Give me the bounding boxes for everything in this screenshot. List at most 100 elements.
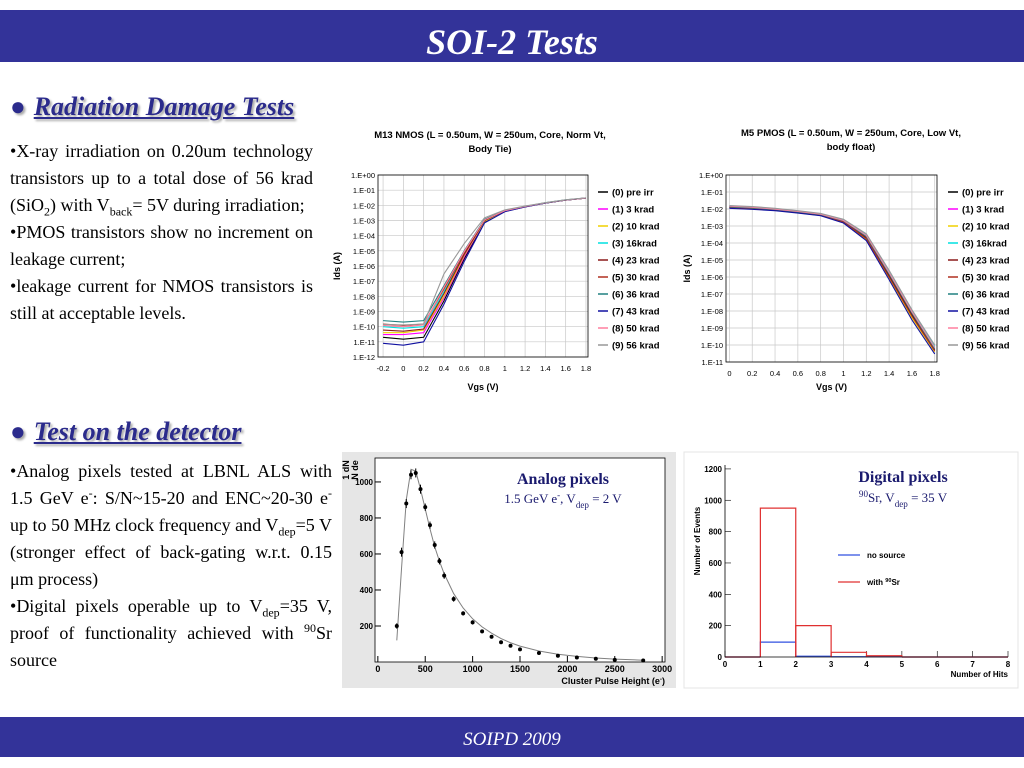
y-tick-label: 1.E-04 (353, 232, 375, 241)
bullet-text: dep (278, 524, 296, 539)
data-point (489, 634, 494, 639)
y-tick-label: 1000 (704, 496, 722, 505)
data-point (418, 487, 423, 492)
y-tick-label: 200 (709, 622, 723, 631)
bullet-list: •X-ray irradiation on 0.20um technology … (10, 138, 313, 327)
data-point (574, 655, 579, 660)
chart-subtitle-part: dep (576, 500, 590, 510)
bullet-item: •Analog pixels tested at LBNL ALS with 1… (10, 458, 332, 593)
legend-label: (2) 10 krad (962, 222, 1010, 233)
y-tick-label: 1.E-06 (353, 262, 375, 271)
x-tick-label: 0.6 (793, 369, 803, 378)
y-tick-label: 400 (709, 590, 723, 599)
bullet-marker: • (10, 276, 17, 296)
bullet-text: =5 V (stronger effect of back-gating w.r… (10, 515, 332, 589)
x-axis-label: Number of Hits (951, 670, 1009, 679)
y-tick-label: 800 (360, 514, 374, 523)
legend-label: (2) 10 krad (612, 222, 660, 233)
x-axis-label: Cluster Pulse Height (e-) (561, 676, 665, 687)
chart-title: M13 NMOS (L = 0.50um, W = 250um, Core, N… (374, 130, 606, 141)
bullet-text: 90 (303, 621, 316, 635)
bullet-text: PMOS transistors show no increment on le… (10, 222, 313, 269)
data-point (499, 640, 504, 645)
x-tick-label: 1 (841, 369, 845, 378)
data-point (413, 470, 418, 475)
legend-label: (8) 50 krad (962, 324, 1010, 335)
x-tick-label: 1.2 (861, 369, 871, 378)
legend-label: (8) 50 krad (612, 324, 660, 335)
y-tick-label: 1200 (704, 465, 722, 474)
x-axis-label: Vgs (V) (467, 382, 498, 392)
plot-frame (377, 174, 589, 358)
x-tick-label: -0.2 (377, 364, 390, 373)
x-tick-label: 0.2 (747, 369, 757, 378)
x-tick-label: 1000 (463, 664, 483, 674)
histogram-bin (830, 651, 868, 657)
data-point (399, 550, 404, 555)
heading-marker: ● (10, 417, 26, 446)
bullet-text: 2 (44, 204, 51, 219)
legend-label: (6) 36 krad (962, 290, 1010, 301)
bullet-list: •Analog pixels tested at LBNL ALS with 1… (10, 458, 332, 674)
legend-label: no source (867, 551, 906, 560)
data-point (641, 658, 646, 663)
data-point (423, 505, 428, 510)
y-tick-label: 1.E-06 (701, 273, 723, 282)
y-axis-label: Ids (A) (332, 252, 342, 280)
y-tick-label: 1.E-03 (701, 222, 723, 231)
x-axis-label-part: - (660, 676, 662, 683)
y-tick-label: 1.E-01 (701, 188, 723, 197)
legend-label: (1) 3 krad (962, 205, 1004, 216)
data-point (555, 653, 560, 658)
y-axis-label: Number of Events (693, 506, 702, 575)
data-point (442, 573, 447, 578)
data-point (394, 623, 399, 628)
x-tick-label: 6 (935, 660, 940, 669)
bullet-text: - (88, 486, 93, 500)
bullet-text: = 5V during irradiation; (132, 195, 305, 215)
chart-title: M5 PMOS (L = 0.50um, W = 250um, Core, Lo… (741, 128, 961, 139)
x-tick-label: 1.4 (540, 364, 550, 373)
y-tick-label: 1.E-02 (353, 201, 375, 210)
heading-text: Radiation Damage Tests (33, 92, 295, 121)
data-point (461, 611, 466, 616)
x-tick-label: 7 (970, 660, 975, 669)
legend-label: (4) 23 krad (962, 256, 1010, 267)
y-tick-label: 1.E-12 (353, 353, 375, 362)
x-tick-label: 1.6 (907, 369, 917, 378)
y-tick-label: 1000 (355, 478, 373, 487)
data-point (427, 523, 432, 528)
legend-label: (3) 16krad (962, 239, 1007, 250)
x-tick-label: 1.8 (581, 364, 591, 373)
chart-subtitle: 1.5 GeV e-, Vdep = 2 V (504, 490, 622, 510)
x-tick-label: 0 (727, 369, 731, 378)
x-tick-label: 1.8 (930, 369, 940, 378)
chart-subtitle-part: 90 (859, 489, 869, 499)
y-tick-label: 1.E-11 (353, 338, 375, 347)
x-tick-label: 1 (503, 364, 507, 373)
legend-label: (6) 36 krad (612, 290, 660, 301)
x-tick-label: 3000 (652, 664, 672, 674)
bullet-text: - (328, 486, 332, 500)
legend-label: (7) 43 krad (612, 307, 660, 318)
x-axis-label: Vgs (V) (816, 382, 847, 392)
x-tick-label: 3 (829, 660, 834, 669)
bullet-text: leakage current for NMOS transistors is … (10, 276, 313, 323)
legend-label: (9) 56 krad (962, 341, 1010, 352)
chart-subtitle-part: Sr, V (868, 490, 895, 505)
x-tick-label: 2500 (605, 664, 625, 674)
x-tick-label: 1500 (510, 664, 530, 674)
histogram-bin (865, 655, 903, 657)
bullet-text: : S/N~15-20 and ENC~20-30 e (92, 488, 328, 508)
series-line (729, 205, 936, 348)
histogram-bin (795, 625, 832, 657)
series-line (383, 197, 587, 326)
header-bar (0, 10, 1024, 62)
y-tick-label: 1.E-07 (701, 290, 723, 299)
bullet-item: •X-ray irradiation on 0.20um technology … (10, 138, 313, 219)
y-tick-label: 600 (360, 550, 374, 559)
x-tick-label: 0.4 (439, 364, 449, 373)
y-tick-label: 1.E-01 (353, 186, 375, 195)
y-tick-label: 1.E-10 (701, 341, 723, 350)
chart-title: body float) (827, 142, 876, 153)
